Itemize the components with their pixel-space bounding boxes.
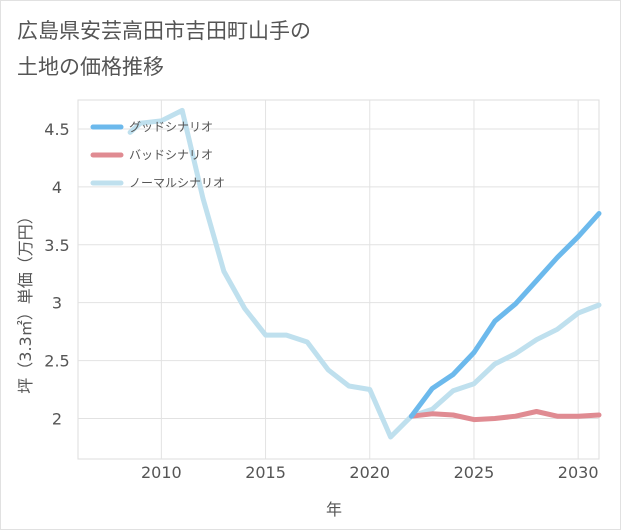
x-axis-title: 年 (326, 500, 342, 519)
x-tick-label: 2030 (558, 463, 599, 482)
x-axis-ticks: 2010 2015 2020 2025 2030 (141, 463, 599, 482)
y-axis-title: 坪（3.3㎡）単価（万円） (16, 208, 35, 393)
y-axis-ticks: 2 2.5 3 3.5 4 4.5 (44, 120, 69, 429)
x-tick-label: 2025 (454, 463, 495, 482)
y-tick-label: 4 (52, 178, 62, 197)
y-tick-label: 2 (52, 409, 62, 428)
x-tick-label: 2015 (245, 463, 286, 482)
series-line-0 (408, 211, 602, 419)
chart-title-line-2: 土地の価格推移 (17, 55, 164, 79)
legend-label: ノーマルシナリオ (129, 176, 225, 190)
y-tick-label: 3.5 (44, 236, 69, 255)
y-tick-label: 3 (52, 294, 62, 313)
y-tick-label: 2.5 (44, 352, 69, 371)
x-tick-label: 2020 (349, 463, 390, 482)
plot-area (77, 99, 600, 460)
series-line-1 (408, 409, 602, 423)
chart-title: 広島県安芸高田市吉田町山手の 土地の価格推移 (17, 13, 311, 85)
series-lines (127, 107, 602, 440)
legend-label: バッドシナリオ (129, 148, 213, 162)
legend-label: グッドシナリオ (129, 120, 213, 134)
x-tick-label: 2010 (141, 463, 182, 482)
series-line-2 (127, 107, 602, 440)
y-tick-label: 4.5 (44, 120, 69, 139)
chart-title-line-1: 広島県安芸高田市吉田町山手の (17, 19, 311, 43)
